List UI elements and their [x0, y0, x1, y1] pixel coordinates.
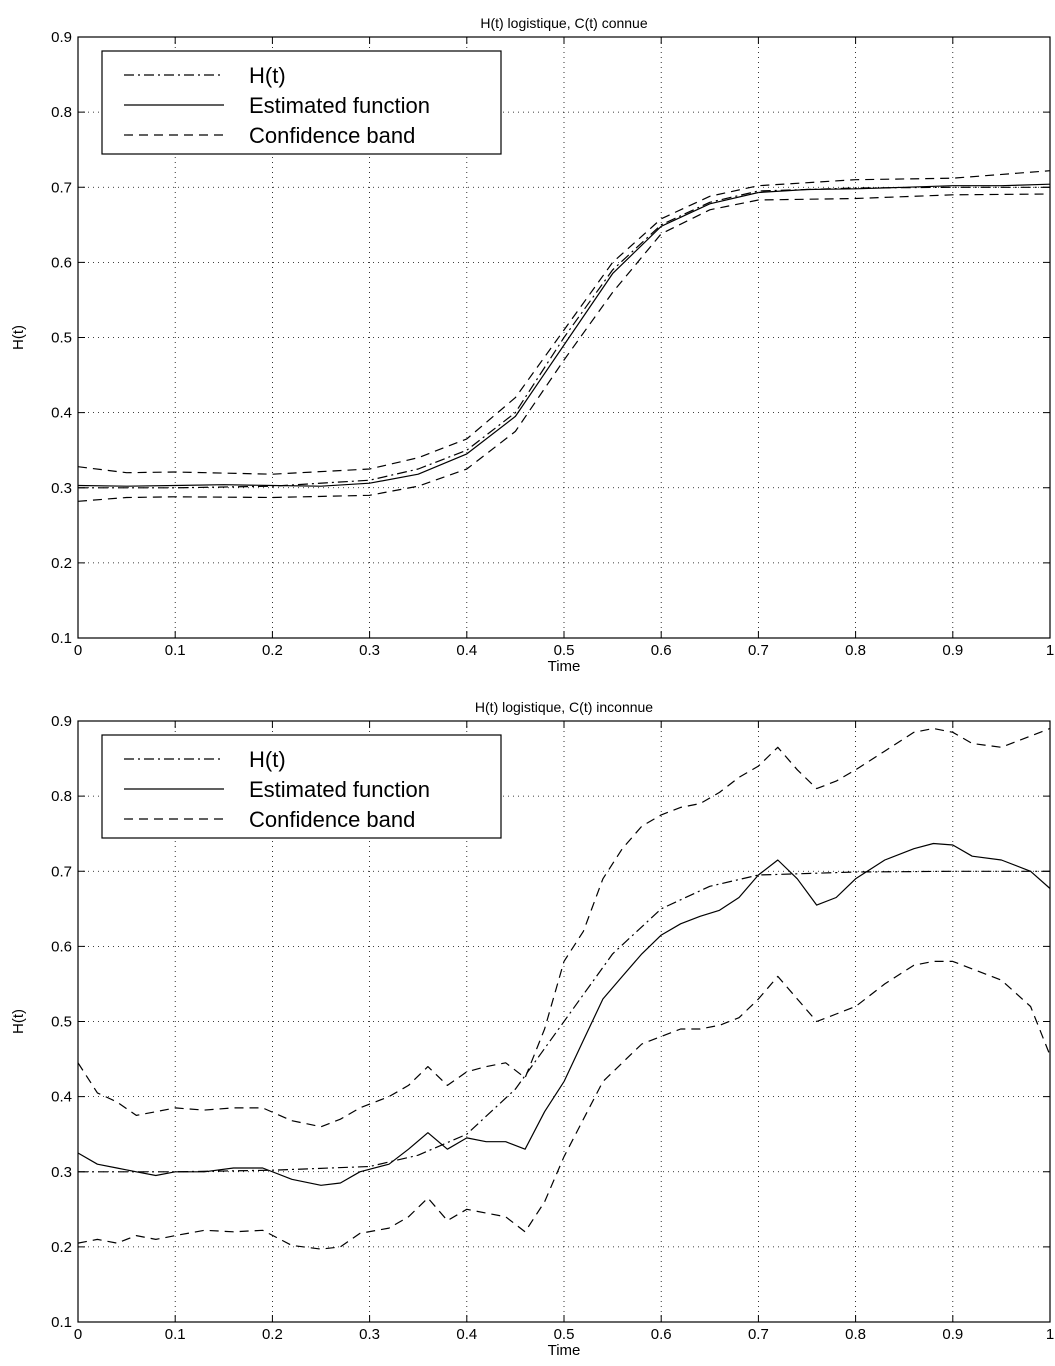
legend-box — [101, 50, 502, 155]
y-tick-label: 0.5 — [51, 1014, 72, 1031]
y-tick-label: 0.8 — [51, 788, 72, 805]
y-axis-label: H(t) — [10, 1009, 27, 1034]
y-tick-label: 0.2 — [51, 1239, 72, 1256]
y-tick-label: 0.4 — [51, 1089, 72, 1106]
chart-2: 0 0.1 0.2 0.3 0.4 0.5 0.6 0.7 0.8 0.9 10.10.20.30.… — [10, 699, 1054, 1359]
y-tick-label: 0.6 — [51, 254, 72, 271]
x-tick-label: 0.8 — [845, 1326, 866, 1343]
series-line-h-t — [78, 870, 1050, 1173]
axes-frame — [77, 720, 1051, 1323]
x-tick-label: 0.5 — [554, 642, 575, 659]
x-tick-label: 0.8 — [845, 642, 866, 659]
y-tick-label: 0.4 — [51, 405, 72, 422]
x-tick-label: 0.9 — [942, 642, 963, 659]
x-tick-label: 0.4 — [456, 1326, 477, 1343]
legend-label: Confidence band — [249, 807, 415, 832]
x-tick-label: 1 — [1046, 642, 1054, 659]
legend: H(t) Estimated function Confidence band — [101, 734, 502, 839]
series-line-confidence-band-lower — [77, 960, 1051, 1250]
chart-1: 0 0.1 0.2 0.3 0.4 0.5 0.6 0.7 0.8 0.9 10.10.20.30.… — [10, 15, 1054, 675]
axes-frame — [77, 36, 1051, 639]
x-tick-label: 1 — [1046, 1326, 1054, 1343]
x-tick-label: 0.1 — [165, 642, 186, 659]
y-tick-label: 0.1 — [51, 1314, 72, 1331]
legend-label: H(t) — [249, 63, 286, 88]
chart-title: H(t) logistique, C(t) connue — [480, 15, 648, 31]
x-tick-label: 0.5 — [554, 1326, 575, 1343]
x-tick-label: 0.2 — [262, 642, 283, 659]
y-tick-label: 0.3 — [51, 1164, 72, 1181]
y-tick-label: 0.7 — [51, 863, 72, 880]
series-line-estimated-function — [77, 183, 1051, 487]
legend: H(t) Estimated function Confidence band — [101, 50, 502, 155]
y-tick-label: 0.9 — [51, 29, 72, 46]
y-tick-label: 0.8 — [51, 104, 72, 121]
y-tick-label: 0.6 — [51, 938, 72, 955]
y-tick-label: 0.3 — [51, 480, 72, 497]
x-tick-label: 0.2 — [262, 1326, 283, 1343]
legend-label: Estimated function — [249, 93, 430, 118]
x-tick-label: 0.1 — [165, 1326, 186, 1343]
y-tick-label: 0.1 — [51, 630, 72, 647]
y-tick-label: 0.7 — [51, 179, 72, 196]
legend-label: Confidence band — [249, 123, 415, 148]
x-tick-label: 0.6 — [651, 1326, 672, 1343]
x-tick-label: 0 — [74, 1326, 82, 1343]
series-line-confidence-band-upper — [77, 727, 1051, 1128]
x-tick-label: 0 — [74, 642, 82, 659]
x-tick-label: 0.3 — [359, 642, 380, 659]
legend-box — [101, 734, 502, 839]
y-axis-label: H(t) — [10, 325, 27, 350]
x-tick-label: 0.3 — [359, 1326, 380, 1343]
series-line-confidence-band-lower — [77, 193, 1051, 502]
x-tick-label: 0.6 — [651, 642, 672, 659]
x-tick-label: 0.9 — [942, 1326, 963, 1343]
y-tick-label: 0.9 — [51, 713, 72, 730]
legend-label: H(t) — [249, 747, 286, 772]
y-tick-label: 0.2 — [51, 555, 72, 572]
series-line-confidence-band-upper — [77, 170, 1051, 475]
series-line-estimated-function — [77, 842, 1051, 1186]
x-tick-label: 0.7 — [748, 1326, 769, 1343]
y-tick-label: 0.5 — [51, 330, 72, 347]
chart-title: H(t) logistique, C(t) inconnue — [475, 699, 653, 715]
legend-label: Estimated function — [249, 777, 430, 802]
x-tick-label: 0.4 — [456, 642, 477, 659]
x-tick-label: 0.7 — [748, 642, 769, 659]
x-axis-label: Time — [548, 1342, 581, 1359]
x-axis-label: Time — [548, 658, 581, 675]
